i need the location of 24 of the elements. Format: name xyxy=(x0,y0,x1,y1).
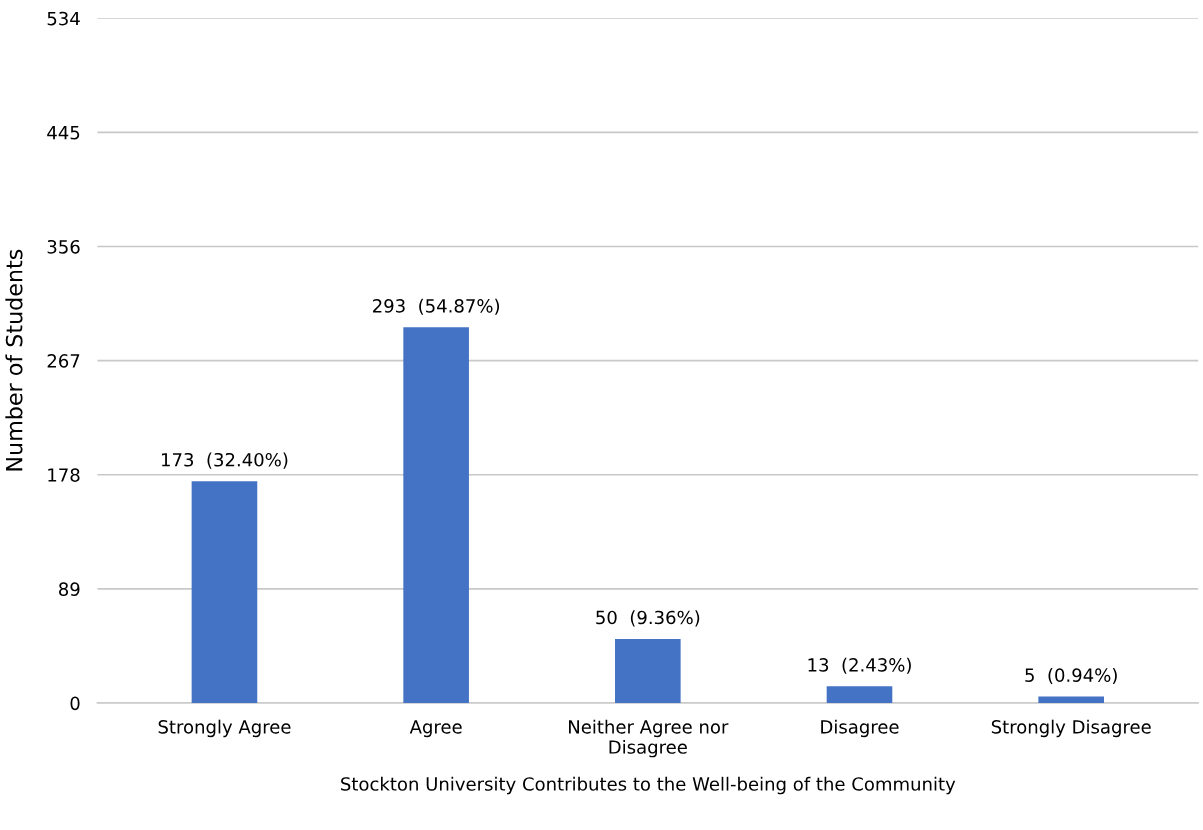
bar xyxy=(615,638,681,704)
x-tick-label: Strongly Disagree xyxy=(991,719,1151,738)
x-tick-label: Agree xyxy=(409,720,462,738)
x-tick-label: Strongly Agree xyxy=(158,719,291,738)
data-label: 293 (54.87%) xyxy=(373,298,500,315)
bar xyxy=(403,327,469,704)
y-axis-title: Number of Students xyxy=(5,249,23,471)
y-tick-label: 0 xyxy=(70,696,80,711)
data-label: 50 (9.36%) xyxy=(596,610,700,627)
y-tick-label: 178 xyxy=(48,468,80,482)
bar xyxy=(1038,696,1104,704)
y-tick-label: 356 xyxy=(47,239,80,254)
data-label: 173 (32.40%) xyxy=(162,452,288,469)
y-tick-label: 267 xyxy=(47,354,80,368)
x-tick-label: Disagree xyxy=(821,719,899,738)
y-tick-label: 89 xyxy=(59,582,80,596)
data-label: 5 (0.94%) xyxy=(1025,668,1117,685)
x-axis-title: Stockton University Contributes to the Well-being of the Community xyxy=(341,776,956,795)
y-tick-label: 534 xyxy=(47,11,80,26)
data-label: 13 (2.43%) xyxy=(808,657,911,674)
y-tick-label: 445 xyxy=(47,126,80,140)
x-tick-label: Neither Agree nor Disagree xyxy=(569,719,729,758)
bar xyxy=(191,481,258,704)
bar xyxy=(826,686,893,704)
